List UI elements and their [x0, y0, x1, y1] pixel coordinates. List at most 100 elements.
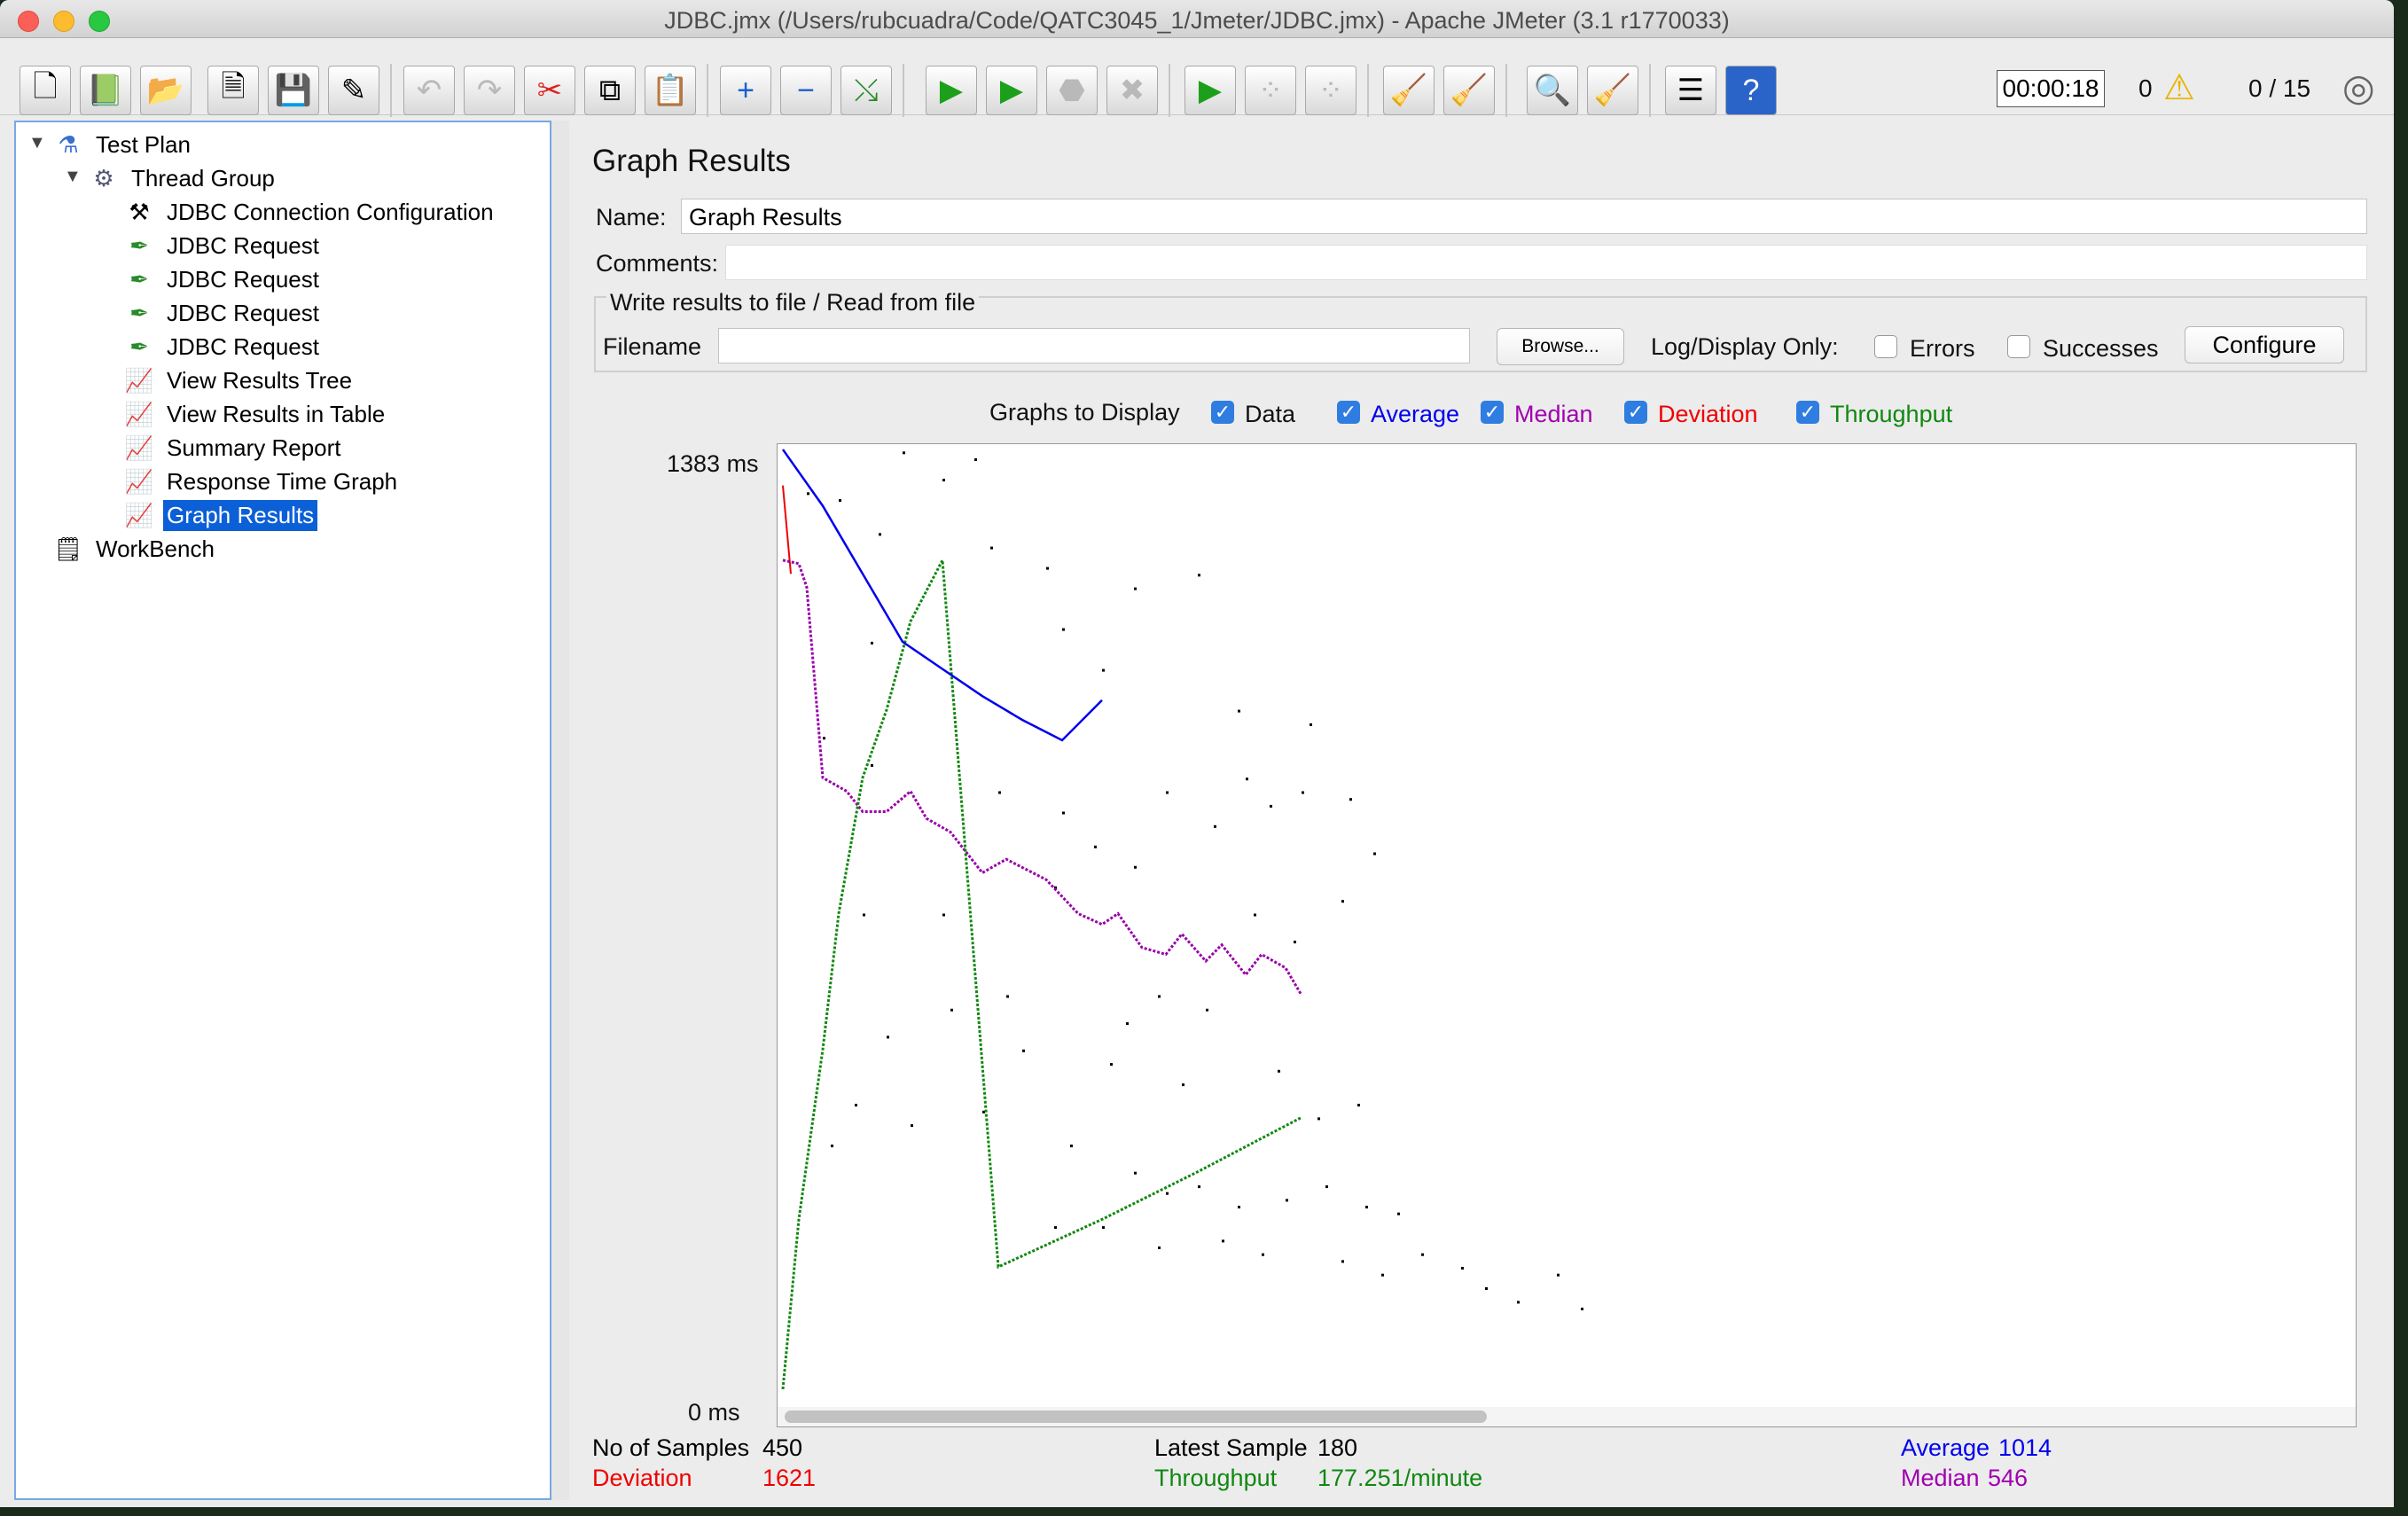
function-helper-icon[interactable]: ☰ [1665, 66, 1716, 115]
data-point [1006, 995, 1009, 998]
latest-sample-label: Latest Sample [1154, 1434, 1308, 1461]
tree-node-view-results-tree[interactable]: 📈 View Results Tree [124, 363, 356, 397]
tree-node-label: JDBC Request [167, 332, 319, 360]
new-icon[interactable]: 🗋 [20, 66, 71, 115]
browse-button[interactable]: Browse... [1497, 328, 1624, 365]
scrollbar-thumb[interactable] [785, 1411, 1487, 1423]
search-icon[interactable]: 🔍 [1527, 66, 1578, 115]
configure-button[interactable]: Configure [2185, 326, 2344, 363]
data-point [1397, 1212, 1400, 1215]
collapse-icon[interactable]: − [780, 66, 832, 115]
start-no-pause-icon[interactable]: ▶ [986, 66, 1037, 115]
errors-checkbox[interactable] [1874, 335, 1897, 358]
graph-results-panel: Graph Results Name: Graph Results Commen… [569, 121, 2394, 1507]
expand-icon[interactable]: + [720, 66, 771, 115]
data-point [1198, 1185, 1200, 1189]
data-checkbox[interactable]: ✓ [1211, 401, 1234, 424]
toggle-icon[interactable]: ⤯ [840, 66, 892, 115]
data-point [879, 533, 881, 536]
data-point [1485, 1287, 1488, 1290]
pipette-icon: ✒ [129, 332, 149, 360]
name-field[interactable]: Graph Results [681, 199, 2367, 234]
tree-node-jdbc-request[interactable]: ✒ JDBC Request [124, 296, 323, 330]
deviation-checkbox[interactable]: ✓ [1624, 401, 1647, 424]
data-point [1158, 1246, 1161, 1249]
throughput-checkbox[interactable]: ✓ [1796, 401, 1819, 424]
tree-node-jdbc-request[interactable]: ✒ JDBC Request [124, 229, 323, 262]
data-point [1222, 1239, 1224, 1243]
expand-arrow-icon[interactable]: ▼ [64, 167, 82, 186]
log-display-only-label: Log/Display Only: [1651, 333, 1839, 360]
shutdown-icon[interactable]: ✖ [1106, 66, 1158, 115]
clear-icon[interactable]: 🧹 [1383, 66, 1435, 115]
filename-input[interactable] [718, 328, 1470, 363]
data-point [1381, 1273, 1384, 1277]
data-point [1062, 628, 1065, 631]
average-checkbox[interactable]: ✓ [1337, 401, 1360, 424]
reset-search-icon[interactable]: 🧹 [1587, 66, 1638, 115]
data-point [1134, 587, 1137, 590]
tree-node-workbench[interactable]: 🗒 WorkBench [53, 532, 218, 566]
gear-icon: ⚙ [93, 164, 114, 191]
data-point [871, 641, 873, 645]
tree-node-graph-results[interactable]: 📈 Graph Results [124, 498, 318, 532]
paste-icon[interactable]: 📋 [645, 66, 696, 115]
tree-node-jdbc-request[interactable]: ✒ JDBC Request [124, 262, 323, 296]
window-title: JDBC.jmx (/Users/rubcuadra/Code/QATC3045… [664, 7, 1730, 34]
data-point [823, 737, 825, 740]
remote-engines-icon[interactable]: ◎ [2342, 66, 2375, 108]
clear-all-icon[interactable]: 🧹 [1443, 66, 1495, 115]
tree-node-jdbc-connection-configuration[interactable]: ⚒ JDBC Connection Configuration [124, 195, 497, 229]
data-point [831, 1145, 833, 1148]
tree-node-summary-report[interactable]: 📈 Summary Report [124, 431, 345, 465]
average-line [781, 449, 1103, 742]
undo-icon[interactable]: ↶ [403, 66, 455, 115]
graph-horizontal-scrollbar[interactable] [778, 1407, 2356, 1426]
graph-listener-icon: 📈 [124, 366, 154, 394]
help-icon[interactable]: ? [1725, 66, 1777, 115]
tree-node-response-time-graph[interactable]: 📈 Response Time Graph [124, 465, 401, 498]
toolbar-separator [903, 64, 904, 117]
copy-icon[interactable]: ⧉ [584, 66, 636, 115]
open-icon[interactable]: 📂 [140, 66, 192, 115]
median-checkbox[interactable]: ✓ [1481, 401, 1504, 424]
data-point [1310, 723, 1312, 726]
close-window-button[interactable] [18, 11, 39, 32]
expand-arrow-icon[interactable]: ▼ [28, 133, 46, 152]
split-pane-divider[interactable] [551, 121, 569, 1500]
successes-checkbox[interactable] [2007, 335, 2030, 358]
tree-node-test-plan[interactable]: ⚗ Test Plan [53, 128, 194, 161]
start-icon[interactable]: ▶ [926, 66, 977, 115]
tree-node-label: Graph Results [163, 499, 318, 531]
remote-start-icon[interactable]: ▶ [1184, 66, 1236, 115]
data-point [998, 791, 1001, 794]
remote-stop-icon[interactable]: ⁘ [1245, 66, 1296, 115]
data-point [942, 479, 945, 481]
deviation-line [782, 485, 792, 574]
data-point [1349, 798, 1352, 801]
save-icon[interactable]: 💾 [268, 66, 319, 115]
comments-field[interactable] [725, 245, 2367, 280]
data-point [1134, 865, 1137, 869]
templates-icon[interactable]: 📗 [80, 66, 131, 115]
test-plan-tree: ▼ ⚗ Test Plan ▼ ⚙ Thread Group ⚒ JDBC Co… [14, 121, 551, 1500]
stop-icon[interactable]: ⬣ [1046, 66, 1098, 115]
tree-node-view-results-in-table[interactable]: 📈 View Results in Table [124, 397, 388, 431]
minimize-window-button[interactable] [53, 11, 74, 32]
tree-node-label: Thread Group [131, 164, 275, 191]
tree-node-thread-group[interactable]: ⚙ Thread Group [89, 161, 278, 195]
tree-node-label: Test Plan [96, 130, 191, 158]
cut-icon[interactable]: ✂ [524, 66, 575, 115]
data-point [1581, 1308, 1583, 1310]
remote-shutdown-icon[interactable]: ⁘ [1305, 66, 1356, 115]
warning-icon[interactable]: ⚠ [2163, 68, 2195, 107]
zoom-window-button[interactable] [89, 11, 110, 32]
save-as-icon[interactable]: ✎ [328, 66, 379, 115]
close-icon[interactable]: 🗎 [207, 66, 259, 115]
data-point [1317, 1117, 1320, 1121]
tree-node-jdbc-request[interactable]: ✒ JDBC Request [124, 330, 323, 363]
redo-icon[interactable]: ↷ [464, 66, 515, 115]
thread-count: 0 / 15 [2248, 74, 2311, 102]
data-point [1198, 574, 1200, 577]
toolbar-separator [390, 64, 392, 117]
